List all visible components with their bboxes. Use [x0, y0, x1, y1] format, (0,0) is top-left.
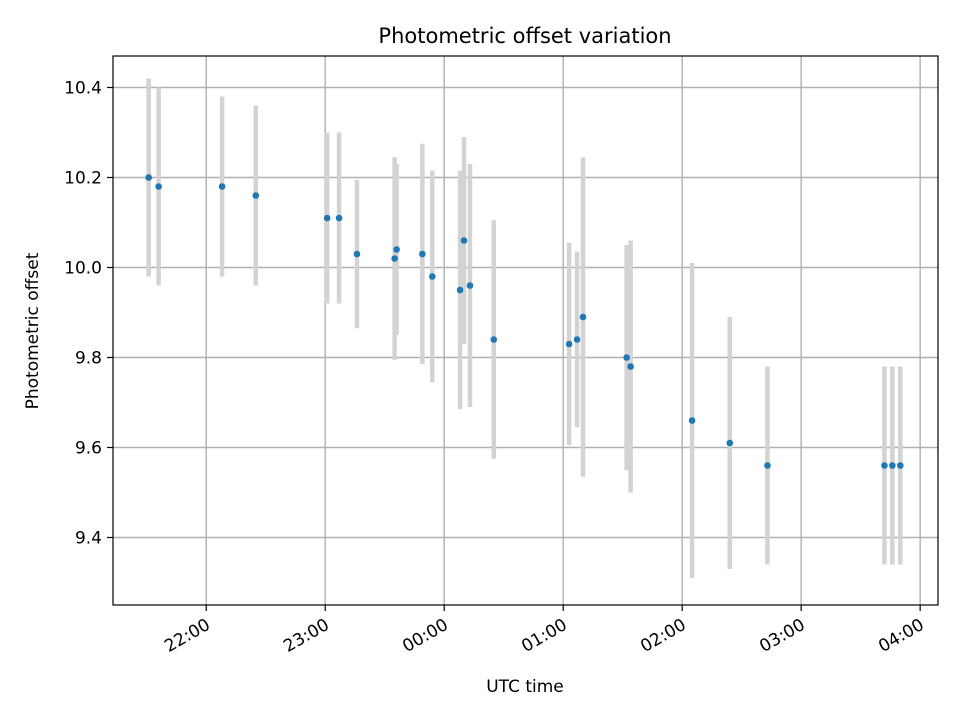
data-point [573, 336, 581, 343]
data-point [688, 417, 696, 424]
y-tick-label: 9.8 [75, 349, 102, 369]
data-point [466, 282, 474, 289]
data-point [428, 273, 436, 280]
x-axis-label: UTC time [486, 677, 564, 697]
data-point [726, 439, 734, 447]
data-point [460, 237, 468, 244]
data-point [391, 255, 398, 262]
data-point [393, 246, 400, 253]
data-point [145, 174, 152, 181]
y-axis: 9.4 9.6 9.8 10.0 10.2 10.4 [64, 79, 113, 549]
data-point [579, 313, 587, 321]
data-points [145, 174, 904, 469]
data-point [323, 214, 331, 222]
data-point [419, 250, 426, 258]
y-tick-label: 10.4 [64, 79, 102, 99]
y-tick-label: 10.2 [64, 169, 102, 189]
y-tick-label: 9.4 [75, 529, 102, 549]
data-point [335, 214, 343, 222]
data-point [881, 462, 888, 469]
data-point [565, 340, 573, 348]
data-point [623, 354, 630, 361]
data-point [627, 363, 634, 370]
data-point [252, 192, 260, 199]
data-point [764, 462, 771, 469]
data-point [218, 183, 226, 190]
chart-title: Photometric offset variation [378, 24, 671, 48]
data-point [490, 336, 498, 343]
data-point [155, 183, 162, 190]
data-point [889, 462, 896, 469]
data-point [897, 462, 904, 469]
data-point [353, 250, 361, 258]
y-tick-label: 10.0 [64, 259, 102, 279]
y-axis-label: Photometric offset [23, 252, 43, 409]
y-tick-label: 9.6 [75, 439, 102, 459]
plot-frame [112, 55, 939, 606]
data-point [456, 286, 464, 294]
grid [113, 56, 938, 605]
